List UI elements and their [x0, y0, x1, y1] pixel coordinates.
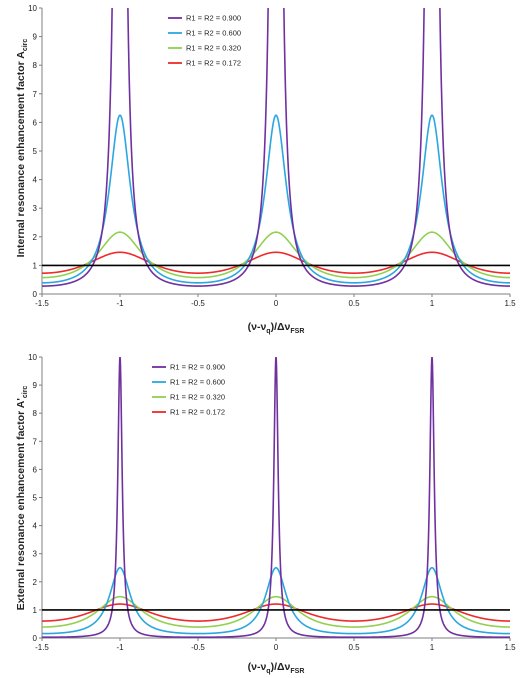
top-y-tick-label: 4 — [33, 176, 38, 185]
top-series-line-0 — [42, 8, 510, 287]
bottom-series-line-2 — [42, 595, 510, 628]
top-x-tick-label: 1 — [430, 299, 435, 308]
bottom-series-line-1 — [42, 566, 510, 635]
bottom-x-tick-label: -1.5 — [35, 643, 49, 652]
top-y-tick-label: 9 — [33, 33, 38, 42]
top-y-tick-label: 0 — [33, 290, 38, 299]
chart-bottom-y-axis-title: External resonance enhancement factor A'… — [15, 386, 29, 611]
top-y-tick-label: 1 — [33, 261, 38, 270]
top-x-tick-label: 0 — [274, 299, 279, 308]
bottom-x-tick-label: -0.5 — [191, 643, 205, 652]
top-x-tick-label: 0.5 — [348, 299, 360, 308]
bottom-x-tick-label: 0.5 — [348, 643, 360, 652]
top-x-tick-label: -0.5 — [191, 299, 205, 308]
top-legend-label: R1 = R2 = 0.900 — [186, 14, 241, 23]
bottom-y-tick-label: 0 — [33, 634, 38, 643]
top-legend-label: R1 = R2 = 0.172 — [186, 59, 241, 68]
top-y-tick-label: 3 — [33, 204, 38, 213]
bottom-x-tick-label: -1 — [116, 643, 124, 652]
bottom-y-tick-label: 10 — [28, 353, 37, 362]
top-legend-label: R1 = R2 = 0.600 — [186, 29, 241, 38]
bottom-y-tick-label: 9 — [33, 381, 38, 390]
bottom-legend-label: R1 = R2 = 0.900 — [170, 363, 225, 372]
top-series-line-1 — [42, 114, 510, 284]
top-x-tick-label: -1 — [116, 299, 124, 308]
chart-top-x-axis-title: (ν-νq)/ΔνFSR — [248, 321, 305, 335]
bottom-y-tick-label: 2 — [33, 578, 38, 587]
top-x-tick-label: -1.5 — [35, 299, 49, 308]
top-legend: R1 = R2 = 0.900 R1 = R2 = 0.600 R1 = R2 = … — [168, 14, 241, 68]
internal-enhancement-chart: Internal resonance enhancement factor Ac… — [15, 4, 516, 335]
top-y-tick-label: 10 — [28, 4, 37, 13]
bottom-y-tick-label: 1 — [33, 606, 38, 615]
external-enhancement-chart: External resonance enhancement factor A'… — [15, 353, 516, 675]
bottom-x-tick-label: 1 — [430, 643, 435, 652]
top-plot-area — [42, 8, 510, 287]
bottom-series-line-3 — [42, 603, 510, 622]
bottom-plot-area — [42, 357, 510, 638]
bottom-x-tick-label: 0 — [274, 643, 279, 652]
top-x-tick-label: 1.5 — [504, 299, 516, 308]
top-y-tick-label: 5 — [33, 147, 38, 156]
bottom-legend: R1 = R2 = 0.900 R1 = R2 = 0.600 R1 = R2 = … — [152, 363, 225, 417]
bottom-y-tick-label: 7 — [33, 437, 38, 446]
chart-top-y-axis-title: Internal resonance enhancement factor Ac… — [15, 39, 29, 258]
bottom-legend-label: R1 = R2 = 0.600 — [170, 378, 225, 387]
bottom-legend-label: R1 = R2 = 0.320 — [170, 393, 225, 402]
bottom-x-tick-label: 1.5 — [504, 643, 516, 652]
bottom-legend-label: R1 = R2 = 0.172 — [170, 408, 225, 417]
top-series-line-3 — [42, 251, 510, 274]
top-y-tick-label: 8 — [33, 61, 38, 70]
top-y-tick-label: 7 — [33, 90, 38, 99]
top-y-tick-label: 6 — [33, 118, 38, 127]
bottom-y-tick-label: 4 — [33, 522, 38, 531]
top-series-line-2 — [42, 231, 510, 279]
bottom-y-tick-label: 5 — [33, 494, 38, 503]
bottom-y-tick-label: 8 — [33, 409, 38, 418]
bottom-y-tick-label: 3 — [33, 550, 38, 559]
bottom-series-line-0 — [42, 357, 510, 638]
top-y-tick-label: 2 — [33, 233, 38, 242]
chart-bottom-x-axis-title: (ν-νq)/ΔνFSR — [248, 661, 305, 675]
bottom-y-tick-label: 6 — [33, 465, 38, 474]
top-legend-label: R1 = R2 = 0.320 — [186, 44, 241, 53]
